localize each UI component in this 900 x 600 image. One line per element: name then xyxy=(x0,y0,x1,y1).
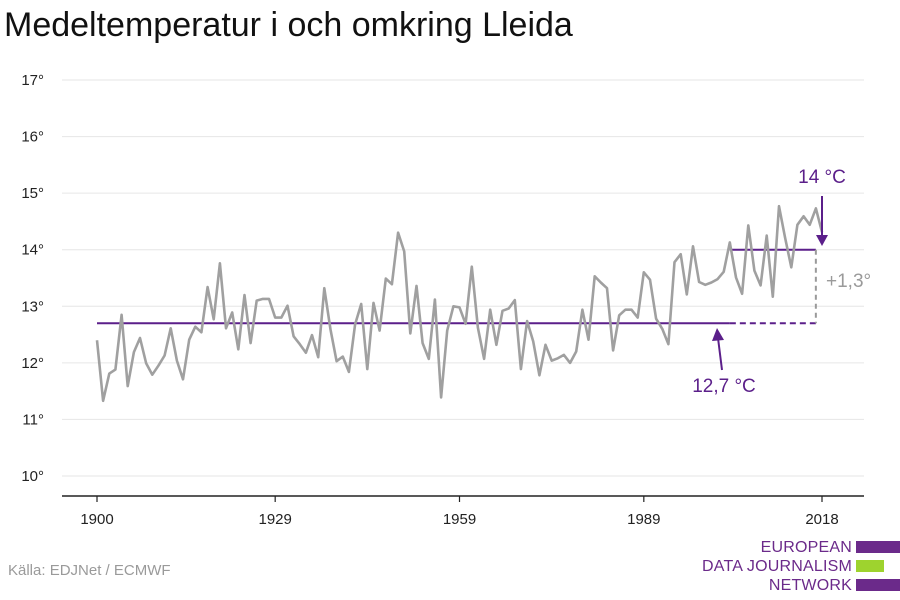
source-credit: Källa: EDJNet / ECMWF xyxy=(8,562,171,579)
baseline-average-label: 12,7 °C xyxy=(692,376,756,397)
grid-lines xyxy=(62,79,864,477)
page-title: Medeltemperatur i och omkring Lleida xyxy=(4,6,573,44)
y-tick-label: 10° xyxy=(21,468,44,485)
baseline-arrow-head xyxy=(712,328,724,341)
logo-line-2: DATA JOURNALISM xyxy=(702,558,852,575)
y-tick-label: 15° xyxy=(21,185,44,202)
x-tick-label: 2018 xyxy=(805,511,838,528)
logo-bar-green xyxy=(856,560,884,572)
logo-line-1: EUROPEAN xyxy=(760,539,852,556)
edjnet-logo: EUROPEAN DATA JOURNALISM NETWORK xyxy=(700,539,900,597)
temperature-series-line xyxy=(95,204,824,403)
x-tick-label: 1900 xyxy=(80,511,113,528)
x-tick-label: 1929 xyxy=(258,511,291,528)
x-tick-label: 1989 xyxy=(627,511,660,528)
temperature-chart: 10° 11° 12° 13° 14° 15° 16° 17° 1900 1929 1959 198… xyxy=(21,72,871,528)
x-tick-label: 1959 xyxy=(443,511,476,528)
y-axis: 10° 11° 12° 13° 14° 15° 16° 17° xyxy=(21,72,44,485)
increase-label: +1,3° xyxy=(826,271,871,292)
y-tick-label: 12° xyxy=(21,355,44,372)
y-tick-label: 11° xyxy=(22,411,44,428)
logo-bar-purple-bottom xyxy=(856,579,900,591)
x-axis: 1900 1929 1959 1989 2018 xyxy=(62,495,864,528)
y-tick-label: 16° xyxy=(21,129,44,146)
y-tick-label: 13° xyxy=(21,298,44,315)
logo-line-3: NETWORK xyxy=(768,577,852,594)
annotations: 14 °C 12,7 °C +1,3° xyxy=(692,167,871,397)
y-tick-label: 17° xyxy=(21,72,44,89)
recent-average-label: 14 °C xyxy=(798,167,846,188)
logo-bar-purple-top xyxy=(856,541,900,553)
series-group xyxy=(95,204,824,403)
baseline-arrow-shaft xyxy=(717,337,723,371)
recent-arrow-head xyxy=(816,235,828,246)
y-tick-label: 14° xyxy=(21,242,44,259)
